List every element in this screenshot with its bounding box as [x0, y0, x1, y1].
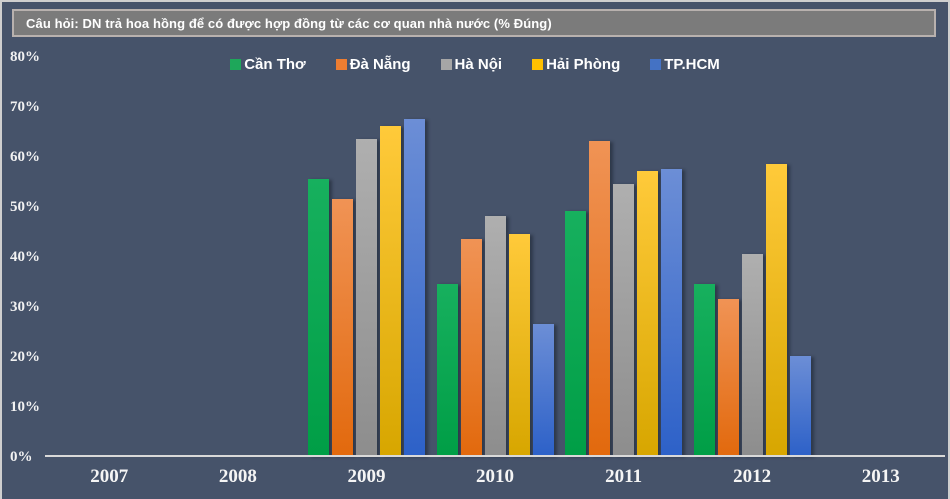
x-axis-line [45, 455, 945, 457]
bar-can-tho-2010 [436, 283, 458, 456]
y-tick-80: 80% [10, 49, 40, 65]
chart-legend: Cần Thơ Đà Nẵng Hà Nội Hải Phòng TP.HCM [2, 52, 948, 76]
y-tick-70: 70% [10, 99, 40, 115]
bar-hai-phong-2010 [508, 233, 530, 456]
legend-label: TP.HCM [664, 55, 720, 73]
legend-item-ha-noi: Hà Nội [440, 55, 503, 73]
bar-group-2007 [45, 57, 174, 456]
bar-hai-phong-2012 [765, 163, 787, 456]
legend-swatch-ha-noi [440, 58, 452, 70]
bar-group-2011 [559, 57, 688, 456]
bar-group-2009 [302, 57, 431, 456]
y-tick-40: 40% [10, 249, 40, 265]
x-tick-2008: 2008 [218, 466, 257, 487]
legend-item-a-nang: Đà Nẵng [335, 55, 411, 73]
bar-can-tho-2011 [565, 211, 587, 456]
bar-group-2008 [174, 57, 303, 456]
plot-area [45, 57, 945, 456]
legend-swatch-a-nang [335, 58, 347, 70]
x-tick-2011: 2011 [605, 466, 643, 487]
x-tick-2012: 2012 [733, 466, 772, 487]
bar-hai-phong-2009 [379, 126, 401, 456]
bar-a-nang-2012 [717, 298, 739, 456]
bar-a-nang-2011 [589, 141, 611, 456]
bar-tp-hcm-2010 [532, 323, 554, 456]
bar-ha-noi-2012 [741, 253, 763, 456]
bar-tp-hcm-2009 [403, 118, 425, 456]
x-tick-2013: 2013 [861, 466, 900, 487]
bar-hai-phong-2011 [637, 171, 659, 456]
chart-title: Câu hỏi: DN trả hoa hồng để có được hợp … [26, 15, 552, 31]
legend-swatch-hai-phong [532, 58, 544, 70]
bar-ha-noi-2010 [484, 216, 506, 456]
bar-a-nang-2010 [460, 238, 482, 456]
x-tick-2009: 2009 [347, 466, 386, 487]
legend-item-hai-phong: Hải Phòng [532, 56, 620, 73]
y-tick-10: 10% [10, 399, 40, 415]
bar-a-nang-2009 [331, 198, 353, 456]
bar-ha-noi-2011 [613, 183, 635, 456]
legend-label: Cần Thơ [244, 55, 306, 73]
bar-group-2013 [816, 57, 945, 456]
bar-tp-hcm-2012 [789, 356, 811, 456]
chart-title-bar: Câu hỏi: DN trả hoa hồng để có được hợp … [12, 9, 936, 37]
legend-swatch-can-tho [230, 58, 242, 70]
bar-group-2010 [431, 57, 560, 456]
legend-label: Hà Nội [454, 55, 503, 73]
y-tick-20: 20% [10, 349, 40, 365]
bar-ha-noi-2009 [355, 138, 377, 456]
legend-item-can-tho: Cần Thơ [230, 56, 306, 73]
bar-can-tho-2009 [307, 178, 329, 456]
y-tick-0: 0% [10, 449, 33, 465]
y-tick-60: 60% [10, 149, 40, 165]
bar-group-2012 [688, 57, 817, 456]
y-tick-30: 30% [10, 299, 40, 315]
bar-can-tho-2012 [693, 283, 715, 456]
legend-label: Hải Phòng [546, 55, 621, 73]
x-tick-2010: 2010 [476, 466, 515, 487]
legend-label: Đà Nẵng [349, 55, 411, 73]
bar-tp-hcm-2011 [661, 168, 683, 456]
y-tick-50: 50% [10, 199, 40, 215]
x-axis-labels: 2007 2008 2009 2010 2011 2012 2013 [45, 466, 945, 494]
x-tick-2007: 2007 [90, 466, 129, 487]
legend-item-tp-hcm: TP.HCM [650, 56, 720, 73]
legend-swatch-tp-hcm [650, 58, 662, 70]
